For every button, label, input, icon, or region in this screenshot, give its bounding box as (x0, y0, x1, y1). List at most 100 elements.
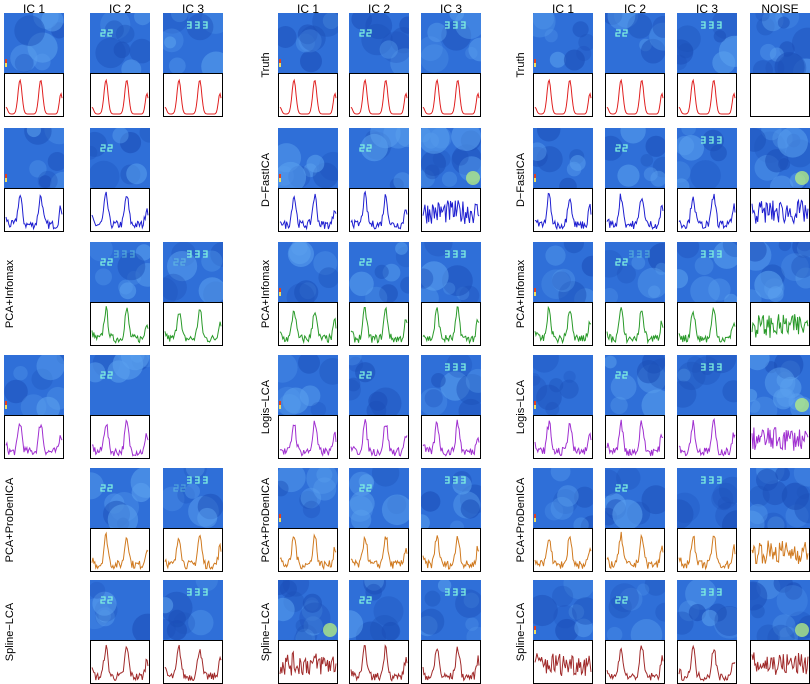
time-course-trace (90, 188, 150, 232)
column-header: NOISE (761, 2, 799, 16)
component-map (605, 242, 665, 302)
component-map (349, 128, 409, 188)
column-header: IC 2 (623, 2, 646, 16)
time-course-trace (605, 73, 665, 117)
component-map (605, 580, 665, 640)
component-map (90, 355, 150, 415)
component-map (421, 128, 481, 188)
time-course-trace (349, 528, 409, 572)
component-map (4, 13, 64, 73)
component-map (4, 355, 64, 415)
row-label: Truth (260, 52, 272, 78)
row-label: Spline−LCA (4, 602, 16, 662)
component-map (163, 242, 223, 302)
row-label: PCA+ProDenICA (515, 477, 527, 563)
time-course-trace (677, 188, 737, 232)
column-header: IC 3 (695, 2, 718, 16)
row-label: Truth (515, 52, 527, 78)
row-label: PCA+Infomax (260, 259, 272, 329)
time-course-trace (533, 415, 593, 459)
time-course-trace (163, 640, 223, 684)
time-course-trace (278, 415, 338, 459)
time-course-trace (163, 528, 223, 572)
time-course-trace (677, 528, 737, 572)
time-course-trace (90, 415, 150, 459)
component-map (750, 128, 810, 188)
component-map (750, 468, 810, 528)
time-course-trace (278, 528, 338, 572)
time-course-trace (90, 528, 150, 572)
time-course-trace (349, 415, 409, 459)
component-map (4, 128, 64, 188)
component-map (90, 128, 150, 188)
time-course-trace (677, 73, 737, 117)
time-course-trace (278, 73, 338, 117)
time-course-trace (349, 73, 409, 117)
time-course-trace (278, 188, 338, 232)
time-course-trace (349, 188, 409, 232)
time-course-trace (421, 415, 481, 459)
component-map (605, 355, 665, 415)
time-course-trace (605, 528, 665, 572)
component-map (421, 13, 481, 73)
component-map (278, 128, 338, 188)
time-course-trace (677, 415, 737, 459)
time-course-trace (90, 73, 150, 117)
time-course-trace (750, 415, 810, 459)
time-course-trace (278, 302, 338, 346)
component-map (605, 13, 665, 73)
component-map (349, 580, 409, 640)
component-map (163, 13, 223, 73)
component-map (421, 468, 481, 528)
time-course-trace (533, 528, 593, 572)
component-map (163, 468, 223, 528)
row-label: PCA+Infomax (515, 259, 527, 329)
component-map (533, 128, 593, 188)
time-course-trace (90, 640, 150, 684)
time-course-trace (750, 73, 810, 117)
time-course-trace (163, 302, 223, 346)
component-map (533, 468, 593, 528)
row-label: PCA+Infomax (4, 259, 16, 329)
component-map (278, 468, 338, 528)
component-map (163, 580, 223, 640)
time-course-trace (750, 302, 810, 346)
component-map (90, 468, 150, 528)
component-map (677, 468, 737, 528)
component-map (90, 13, 150, 73)
component-map (90, 580, 150, 640)
component-map (677, 355, 737, 415)
time-course-trace (421, 188, 481, 232)
component-map (605, 128, 665, 188)
time-course-trace (349, 640, 409, 684)
time-course-trace (605, 415, 665, 459)
time-course-trace (533, 188, 593, 232)
time-course-trace (4, 73, 64, 117)
component-map (278, 580, 338, 640)
time-course-trace (421, 640, 481, 684)
component-map (278, 242, 338, 302)
component-map (349, 242, 409, 302)
component-map (605, 468, 665, 528)
time-course-trace (90, 302, 150, 346)
component-map (677, 128, 737, 188)
column-header: IC 1 (296, 2, 319, 16)
component-map (533, 13, 593, 73)
time-course-trace (605, 640, 665, 684)
component-map (421, 355, 481, 415)
component-map (750, 580, 810, 640)
time-course-trace (421, 73, 481, 117)
row-label: PCA+ProDenICA (260, 477, 272, 563)
component-map (750, 242, 810, 302)
time-course-trace (533, 302, 593, 346)
time-course-trace (421, 302, 481, 346)
time-course-trace (278, 640, 338, 684)
time-course-trace (605, 302, 665, 346)
time-course-trace (533, 73, 593, 117)
column-header: IC 3 (181, 2, 204, 16)
row-label: D−FastICA (260, 152, 272, 208)
column-header: IC 1 (551, 2, 574, 16)
component-map (533, 355, 593, 415)
row-label: Spline−LCA (515, 602, 527, 662)
